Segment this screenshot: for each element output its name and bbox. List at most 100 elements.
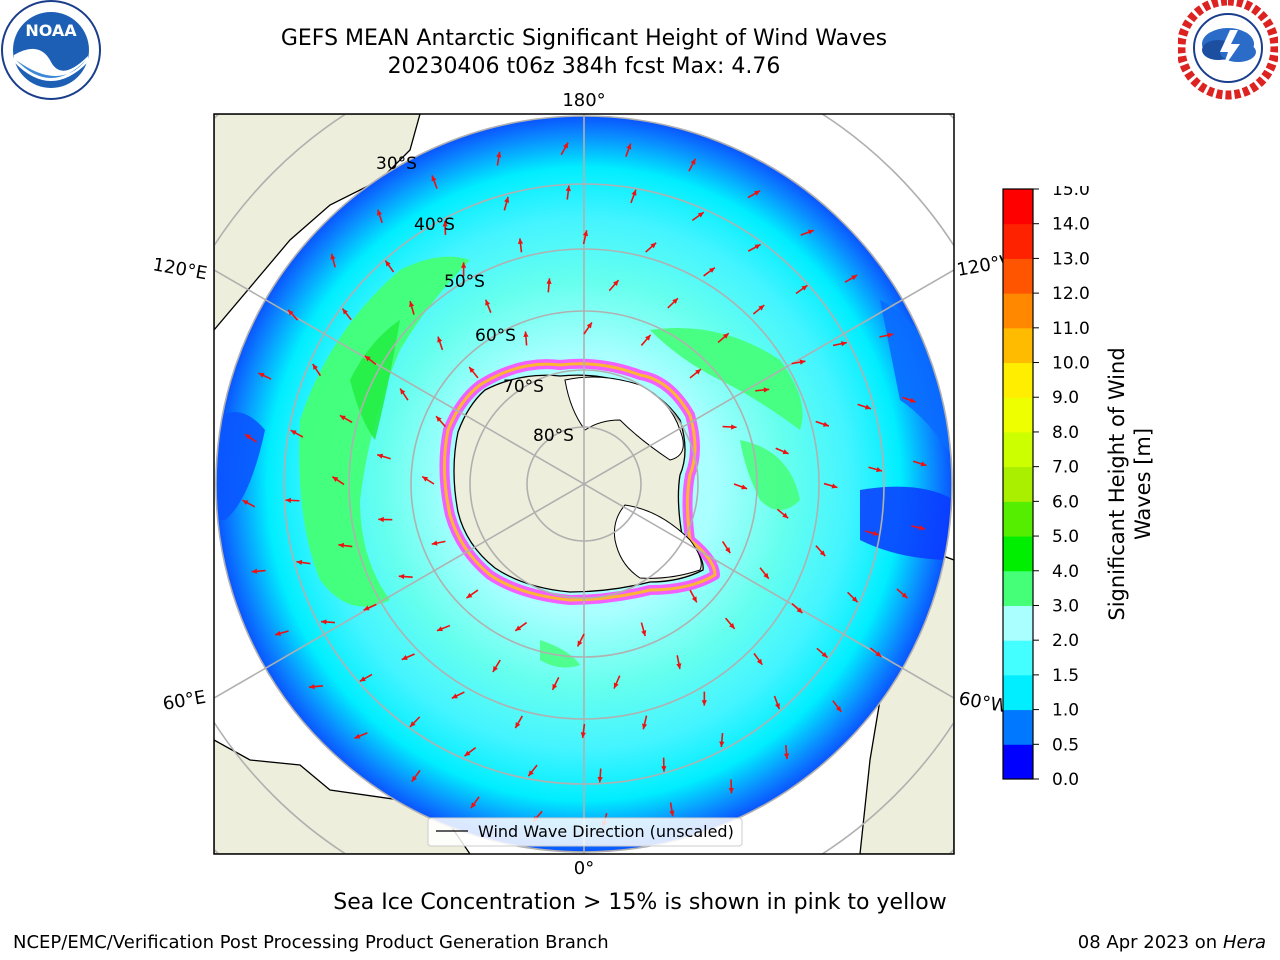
footer-machine: Hera (1222, 932, 1266, 953)
wave-direction-arrow (431, 540, 446, 546)
wave-direction-arrow (722, 424, 737, 430)
lat-label-60s: 60°S (475, 326, 516, 346)
wave-direction-arrow (667, 297, 679, 309)
lat-label-30s: 30°S (376, 154, 417, 174)
antarctica (439, 358, 720, 605)
colorbar-tick-label: 8.0 (1052, 423, 1079, 443)
wave-direction-arrow (411, 769, 421, 783)
wave-direction-arrow (503, 196, 510, 211)
wave-direction-arrow (464, 746, 477, 757)
wave-direction-arrow (364, 355, 377, 366)
wave-direction-arrow (341, 308, 352, 321)
wave-direction-arrow (580, 723, 586, 738)
wave-direction-arrow (724, 617, 736, 630)
wave-direction-arrow (461, 262, 467, 277)
wave-direction-arrow (546, 278, 552, 293)
colorbar-tick-label: 12.0 (1052, 284, 1090, 304)
colorbar-band (1003, 640, 1033, 676)
lat-label-50s: 50°S (444, 272, 485, 292)
wave-direction-arrow (640, 334, 652, 346)
colorbar-band (1003, 258, 1033, 294)
wave-direction-arrow (582, 230, 589, 245)
wave-direction-arrow (912, 460, 927, 467)
colorbar-band (1003, 431, 1033, 468)
wave-direction-arrow (436, 624, 451, 632)
colorbar-band (1003, 397, 1033, 433)
wave-direction-arrow (466, 589, 479, 599)
wave-direction-arrow (902, 396, 916, 403)
colorbar-band (1003, 223, 1033, 259)
map-title: GEFS MEAN Antarctic Significant Height o… (280, 26, 888, 51)
map-frame (213, 113, 955, 855)
colorbar-band (1003, 605, 1033, 641)
wave-direction-arrow (496, 151, 502, 166)
wave-direction-arrow (911, 525, 926, 531)
wave-direction-arrow (484, 299, 492, 314)
wave-direction-arrow (701, 691, 707, 706)
wave-direction-arrow (244, 433, 258, 443)
sea-ice-caption: Sea Ice Concentration > 15% is shown in … (333, 890, 947, 915)
lat-label-80s: 80°S (533, 426, 574, 446)
wave-direction-arrow (857, 403, 872, 410)
legend-label: Wind Wave Direction (unscaled) (478, 822, 734, 841)
wave-direction-arrow (514, 621, 528, 632)
colorbar-band (1003, 327, 1033, 364)
lon-label-lower-left: 60°E (161, 687, 207, 715)
colorbar-bands (1003, 189, 1033, 780)
colorbar-tick-label: 5.0 (1052, 527, 1079, 547)
noaa-logo-text: NOAA (25, 21, 77, 40)
wave-direction-arrow (399, 388, 409, 401)
footer-organization: NCEP/EMC/Verification Post Processing Pr… (13, 932, 609, 953)
wave-direction-arrow (847, 591, 859, 603)
wave-direction-arrow (492, 659, 501, 673)
wave-direction-arrow (527, 764, 538, 777)
wave-direction-arrow (747, 189, 761, 199)
wave-direction-arrow (409, 716, 421, 728)
wave-direction-arrow (688, 158, 697, 172)
wave-direction-arrow (728, 779, 734, 794)
colorbar-band (1003, 362, 1033, 398)
wave-direction-arrow (296, 559, 311, 566)
wave-direction-arrow (339, 414, 353, 423)
colorbar-tick-label: 0.0 (1052, 770, 1079, 790)
colorbar-band (1003, 570, 1033, 606)
wind-wave-vectors (242, 142, 927, 827)
colorbar-tick-label: 4.0 (1052, 562, 1079, 582)
wave-direction-arrow (844, 274, 858, 283)
wave-direction-arrow (274, 630, 289, 636)
wave-direction-arrow (409, 300, 415, 315)
wave-direction-arrow (645, 242, 657, 253)
nws-logo (1178, 0, 1278, 100)
wave-direction-arrow (896, 588, 908, 599)
wave-direction-arrow (815, 545, 826, 557)
colorbar-band (1003, 293, 1033, 329)
wave-direction-arrow (451, 691, 465, 699)
map-subtitle: 20230406 t06z 384h fcst Max: 4.76 (387, 54, 781, 79)
wave-direction-arrow (773, 695, 781, 710)
wave-direction-arrow (691, 211, 705, 222)
colorbar-band (1003, 536, 1033, 572)
colorbar-tick-label: 10.0 (1052, 354, 1090, 374)
lon-label-bottom: 0° (574, 858, 594, 879)
colorbar-tick-label: 15.0 (1052, 186, 1090, 200)
colorbar-label-line2: Waves [m] (1131, 428, 1155, 540)
wave-direction-arrow (759, 567, 770, 580)
wave-direction-arrow (308, 684, 323, 690)
wave-direction-arrow (676, 655, 682, 670)
wave-direction-arrow (437, 336, 444, 351)
wave-direction-arrow (642, 715, 648, 730)
wave-direction-arrow (800, 229, 815, 236)
wave-direction-arrow (815, 420, 830, 427)
noaa-logo: NOAA (1, 0, 101, 100)
colorbar-tick-label: 14.0 (1052, 215, 1090, 235)
colorbar-tick-label: 1.5 (1052, 666, 1079, 686)
colorbar-tick-label: 0.5 (1052, 735, 1079, 755)
wave-direction-arrow (376, 209, 383, 224)
wave-direction-arrow (363, 603, 377, 611)
wave-direction-arrow (775, 447, 789, 455)
wave-direction-arrow (560, 142, 569, 156)
wave-direction-arrow (378, 516, 393, 523)
wave-direction-arrow (719, 732, 725, 748)
wave-direction-arrow (733, 483, 748, 490)
wave-direction-arrow (832, 341, 847, 347)
